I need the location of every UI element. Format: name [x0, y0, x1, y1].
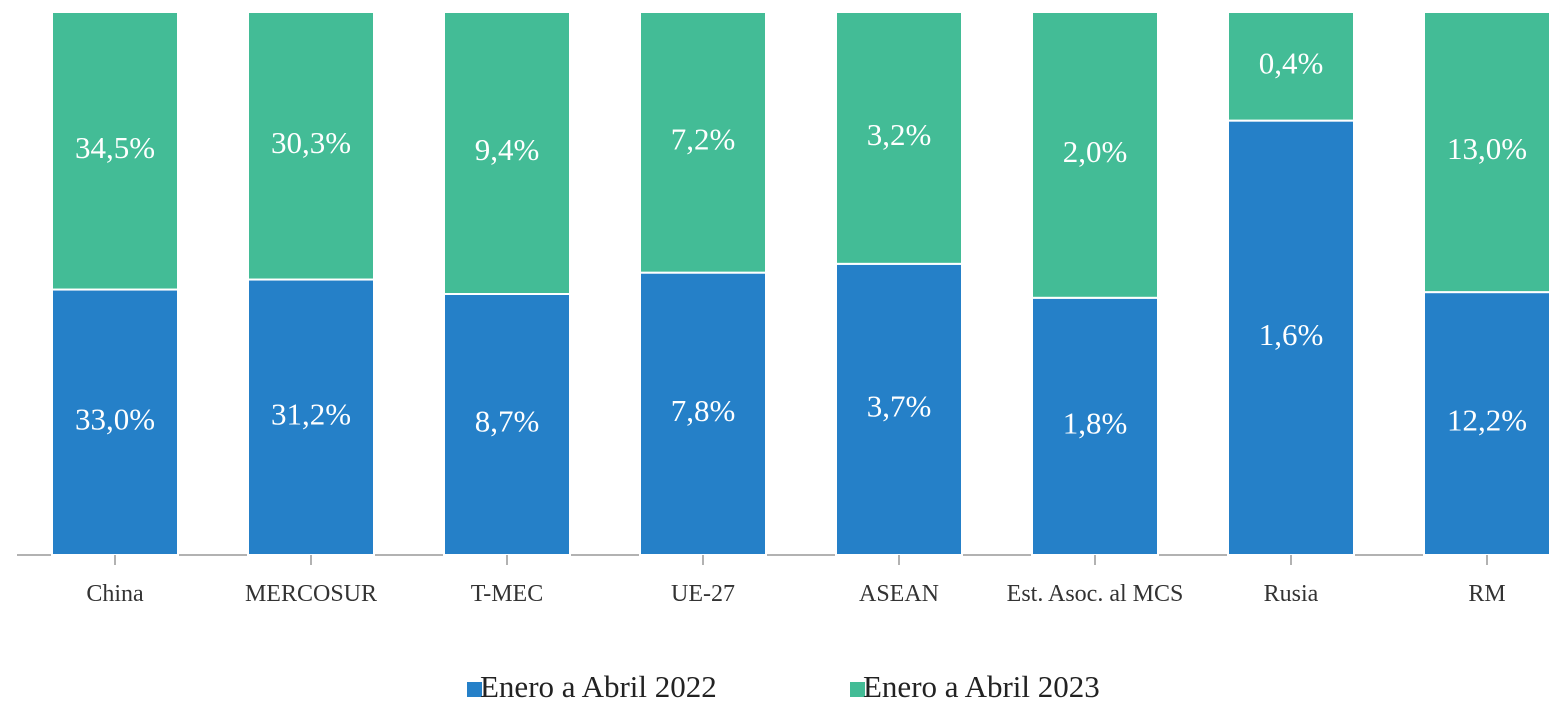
x-tick-label: RM: [1468, 581, 1506, 607]
legend-label: Enero a Abril 2022: [480, 669, 717, 704]
x-tick-label: UE-27: [671, 581, 735, 607]
bar-segment: [443, 11, 571, 295]
x-label-box: Rusia: [1263, 581, 1319, 607]
value-label: 33,0%: [75, 401, 155, 436]
x-tick-label: MERCOSUR: [244, 581, 378, 607]
bar-segment: [1031, 11, 1159, 299]
value-label: 13,0%: [1447, 131, 1527, 166]
legend-swatch: [850, 682, 865, 697]
value-label: 7,2%: [671, 121, 736, 156]
value-label: 1,6%: [1259, 317, 1324, 352]
value-label: 8,7%: [475, 404, 540, 439]
bar-segment: [1423, 11, 1551, 294]
value-label: 3,7%: [867, 389, 932, 424]
x-tick-label: T-MEC: [470, 581, 544, 607]
bar-segment: [247, 278, 375, 556]
x-tick-label: ASEAN: [858, 581, 939, 607]
bar-segment: [247, 11, 375, 281]
value-label: 0,4%: [1259, 45, 1324, 80]
value-label: 3,2%: [867, 117, 932, 152]
bar-segment: [639, 11, 767, 274]
x-tick-label: Rusia: [1263, 581, 1319, 607]
bar-segment: [835, 262, 963, 556]
bar-segment: [1227, 11, 1355, 122]
x-label-box: T-MEC: [470, 581, 544, 607]
bar-segment: [639, 271, 767, 556]
value-label: 34,5%: [75, 130, 155, 165]
value-label: 12,2%: [1447, 403, 1527, 438]
value-label: 2,0%: [1063, 134, 1128, 169]
x-label-box: MERCOSUR: [244, 581, 378, 607]
legend-swatch: [467, 682, 482, 697]
x-label-box: Est. Asoc. al MCS: [1006, 581, 1184, 607]
legend-label: Enero a Abril 2023: [863, 669, 1100, 704]
bar-segment: [1031, 296, 1159, 556]
x-label-box: ASEAN: [858, 581, 939, 607]
x-tick-label: China: [86, 581, 144, 607]
x-label-box: China: [86, 581, 144, 607]
value-label: 30,3%: [271, 125, 351, 160]
bar-segment: [1227, 119, 1355, 556]
x-label-box: RM: [1468, 581, 1506, 607]
bar-segment: [835, 11, 963, 265]
value-label: 7,8%: [671, 393, 736, 428]
value-label: 9,4%: [475, 132, 540, 167]
bar-segment: [51, 11, 179, 291]
bar-segment: [1423, 291, 1551, 556]
value-label: 1,8%: [1063, 406, 1128, 441]
x-label-box: UE-27: [671, 581, 735, 607]
value-label: 31,2%: [271, 396, 351, 431]
x-tick-label: Est. Asoc. al MCS: [1006, 581, 1184, 607]
